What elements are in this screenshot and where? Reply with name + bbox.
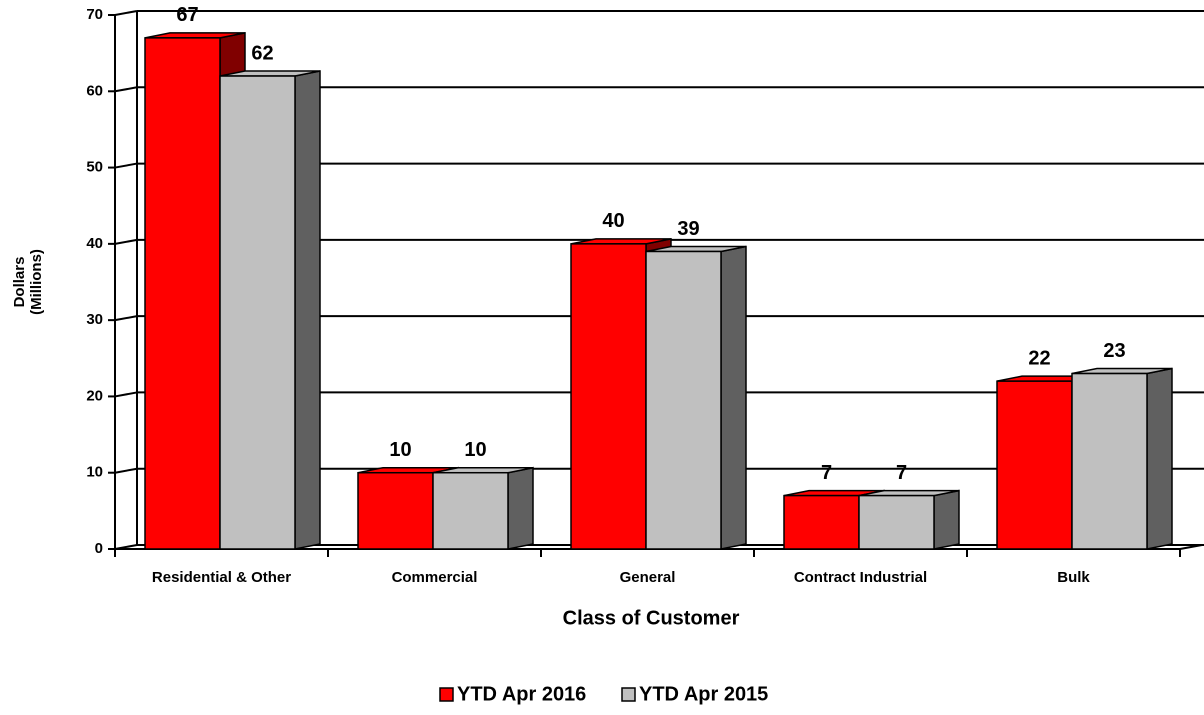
y-tick-label: 50 xyxy=(86,159,103,176)
x-tick-label: Bulk xyxy=(1057,569,1090,586)
bar xyxy=(1071,372,1148,550)
value-label: 39 xyxy=(677,218,699,240)
x-tick-label: General xyxy=(620,569,676,586)
floor-edge xyxy=(1179,544,1203,550)
y-axis-title: Dollars (Millions) xyxy=(11,249,45,315)
bar xyxy=(144,37,221,550)
bar-side xyxy=(294,70,321,550)
y-axis-title-line: Dollars xyxy=(11,257,28,308)
value-label: 22 xyxy=(1028,347,1050,369)
bar xyxy=(219,75,296,550)
y-tick-label: 20 xyxy=(86,387,103,404)
y-axis-title-line: (Millions) xyxy=(28,249,45,315)
x-tick-label: Residential & Other xyxy=(152,569,291,586)
x-tick-label: Contract Industrial xyxy=(794,569,927,586)
bar xyxy=(858,494,935,550)
bar xyxy=(996,380,1073,550)
wall-diag xyxy=(114,391,138,398)
bar-side xyxy=(507,466,534,550)
bar xyxy=(645,250,722,550)
wall-diag xyxy=(114,10,138,16)
y-tick-label: 30 xyxy=(86,311,103,328)
value-label: 67 xyxy=(176,4,198,26)
wall-diag xyxy=(114,162,138,169)
value-label: 40 xyxy=(602,210,624,232)
value-label: 62 xyxy=(251,42,273,64)
value-label: 10 xyxy=(464,439,486,461)
bar xyxy=(432,471,509,550)
value-label: 7 xyxy=(821,462,832,484)
x-axis-title: Class of Customer xyxy=(563,607,740,629)
y-tick-label: 70 xyxy=(86,6,103,23)
bar xyxy=(783,494,860,550)
legend-label: YTD Apr 2015 xyxy=(639,683,768,705)
wall-diag xyxy=(114,315,138,322)
y-tick-label: 10 xyxy=(86,464,103,481)
legend-swatch xyxy=(621,687,636,702)
legend-swatch xyxy=(439,687,454,702)
wall-diag xyxy=(114,238,138,245)
y-tick-label: 0 xyxy=(95,540,103,557)
value-label: 10 xyxy=(389,439,411,461)
bar-side xyxy=(720,245,747,550)
y-tick-label: 40 xyxy=(86,235,103,252)
y-tick-label: 60 xyxy=(86,82,103,99)
bar-side xyxy=(933,489,960,550)
x-tick-label: Commercial xyxy=(392,569,478,586)
wall-diag xyxy=(114,86,138,93)
value-label: 7 xyxy=(896,462,907,484)
legend-label: YTD Apr 2016 xyxy=(457,683,586,705)
wall-diag xyxy=(114,467,138,474)
bar xyxy=(357,471,434,550)
bar-side xyxy=(1146,367,1173,550)
bar xyxy=(570,243,647,550)
value-label: 23 xyxy=(1103,340,1125,362)
